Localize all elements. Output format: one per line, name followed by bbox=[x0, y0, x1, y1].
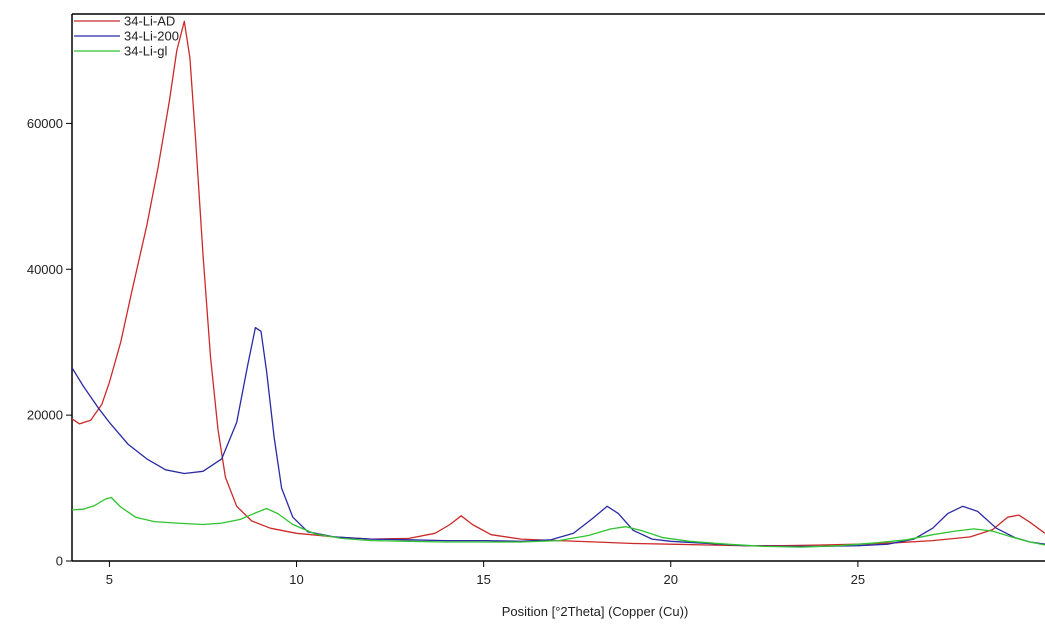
legend-entry: 34-Li-AD bbox=[124, 14, 175, 29]
x-tick-label: 25 bbox=[851, 572, 865, 587]
x-tick-label: 20 bbox=[664, 572, 678, 587]
series-line-34-li-gl bbox=[72, 496, 1045, 548]
series-layer bbox=[72, 20, 1045, 548]
y-tick-label: 20000 bbox=[27, 408, 63, 423]
x-tick-label: 15 bbox=[476, 572, 490, 587]
x-tick-label: 5 bbox=[106, 572, 113, 587]
legend-entry: 34-Li-200 bbox=[124, 29, 179, 44]
axes-layer: 5 10 15 20 25 0 20000 40000 60000 bbox=[27, 13, 1045, 587]
y-tick-label: 0 bbox=[56, 554, 63, 569]
y-tick-label: 60000 bbox=[27, 116, 63, 131]
x-tick-label: 10 bbox=[289, 572, 303, 587]
y-tick-label: 40000 bbox=[27, 262, 63, 277]
legend-entry: 34-Li-gl bbox=[124, 44, 167, 59]
series-line-34-li-ad bbox=[72, 20, 1045, 547]
series-line-34-li-200 bbox=[72, 326, 1045, 548]
x-axis-label: Position [°2Theta] (Copper (Cu)) bbox=[501, 604, 689, 619]
